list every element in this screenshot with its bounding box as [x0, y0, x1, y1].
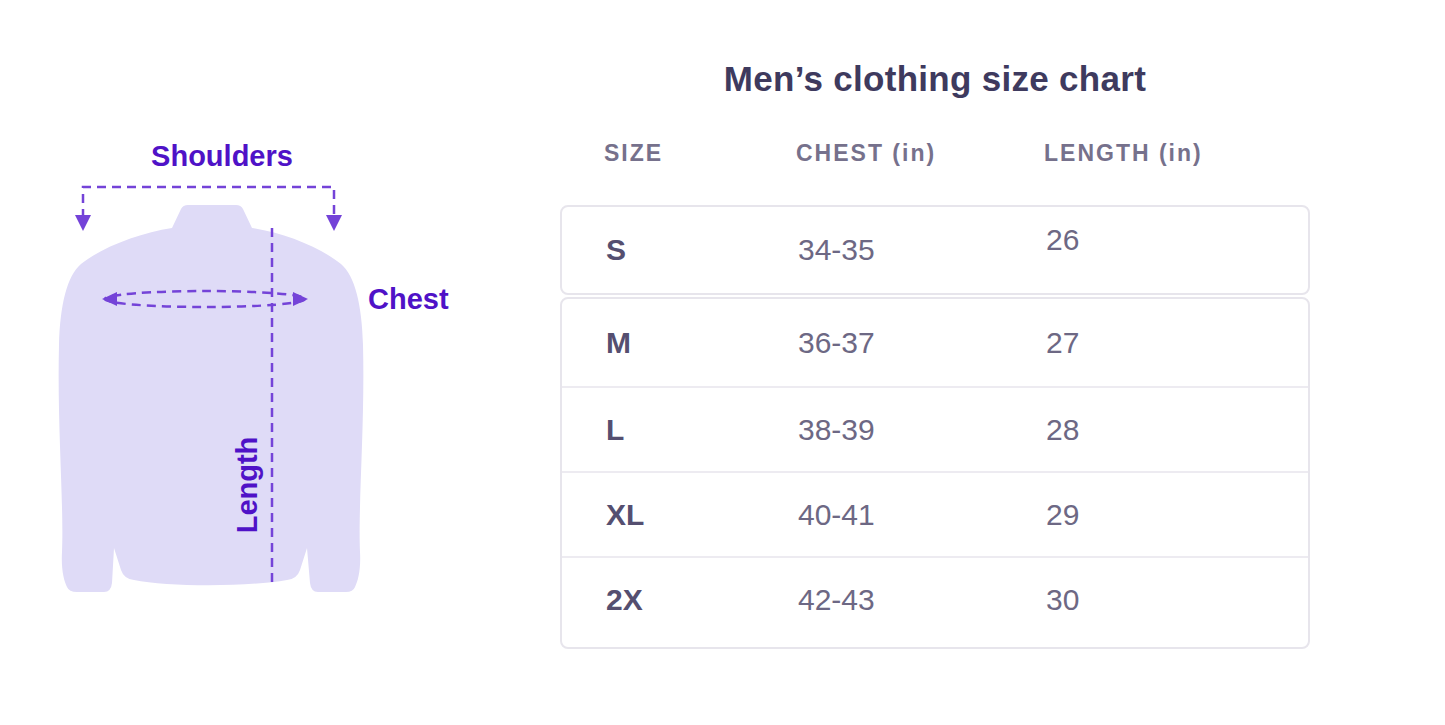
length-label: Length: [232, 420, 262, 550]
cell-chest: 38-39: [798, 413, 1046, 447]
cell-length: 26: [1046, 223, 1308, 257]
table-row: L 38-39 28: [562, 386, 1308, 471]
shirt-silhouette: [59, 205, 364, 592]
shoulder-arrow-left: [75, 215, 91, 231]
cell-size: 2X: [606, 583, 798, 617]
table-row: XL 40-41 29: [562, 471, 1308, 556]
cell-length: 29: [1046, 498, 1308, 532]
cell-chest: 34-35: [798, 233, 1046, 267]
cell-length: 28: [1046, 413, 1308, 447]
table-row: S 34-35 26: [562, 207, 1308, 293]
table-row: 2X 42-43 30: [562, 556, 1308, 641]
cell-length: 27: [1046, 326, 1308, 360]
cell-chest: 36-37: [798, 326, 1046, 360]
cell-chest: 40-41: [798, 498, 1046, 532]
shirt-diagram: [0, 0, 500, 725]
page-title: Men’s clothing size chart: [560, 59, 1310, 99]
table-header-row: SIZE CHEST (in) LENGTH (in): [560, 139, 1310, 167]
chest-label: Chest: [368, 284, 449, 314]
header-length: LENGTH (in): [1044, 140, 1310, 167]
table-row: M 36-37 27: [562, 299, 1308, 386]
header-chest: CHEST (in): [796, 140, 1044, 167]
shoulders-label: Shoulders: [149, 141, 295, 171]
cell-size: S: [606, 233, 798, 267]
cell-size: XL: [606, 498, 798, 532]
shoulder-arrow-right: [326, 215, 342, 231]
cell-length: 30: [1046, 583, 1308, 617]
cell-size: L: [606, 413, 798, 447]
cell-chest: 42-43: [798, 583, 1046, 617]
size-row-group-m-2x: M 36-37 27 L 38-39 28 XL 40-41 29 2X 42-…: [560, 297, 1310, 649]
size-row-group-s: S 34-35 26: [560, 205, 1310, 295]
cell-size: M: [606, 326, 798, 360]
header-size: SIZE: [604, 140, 796, 167]
